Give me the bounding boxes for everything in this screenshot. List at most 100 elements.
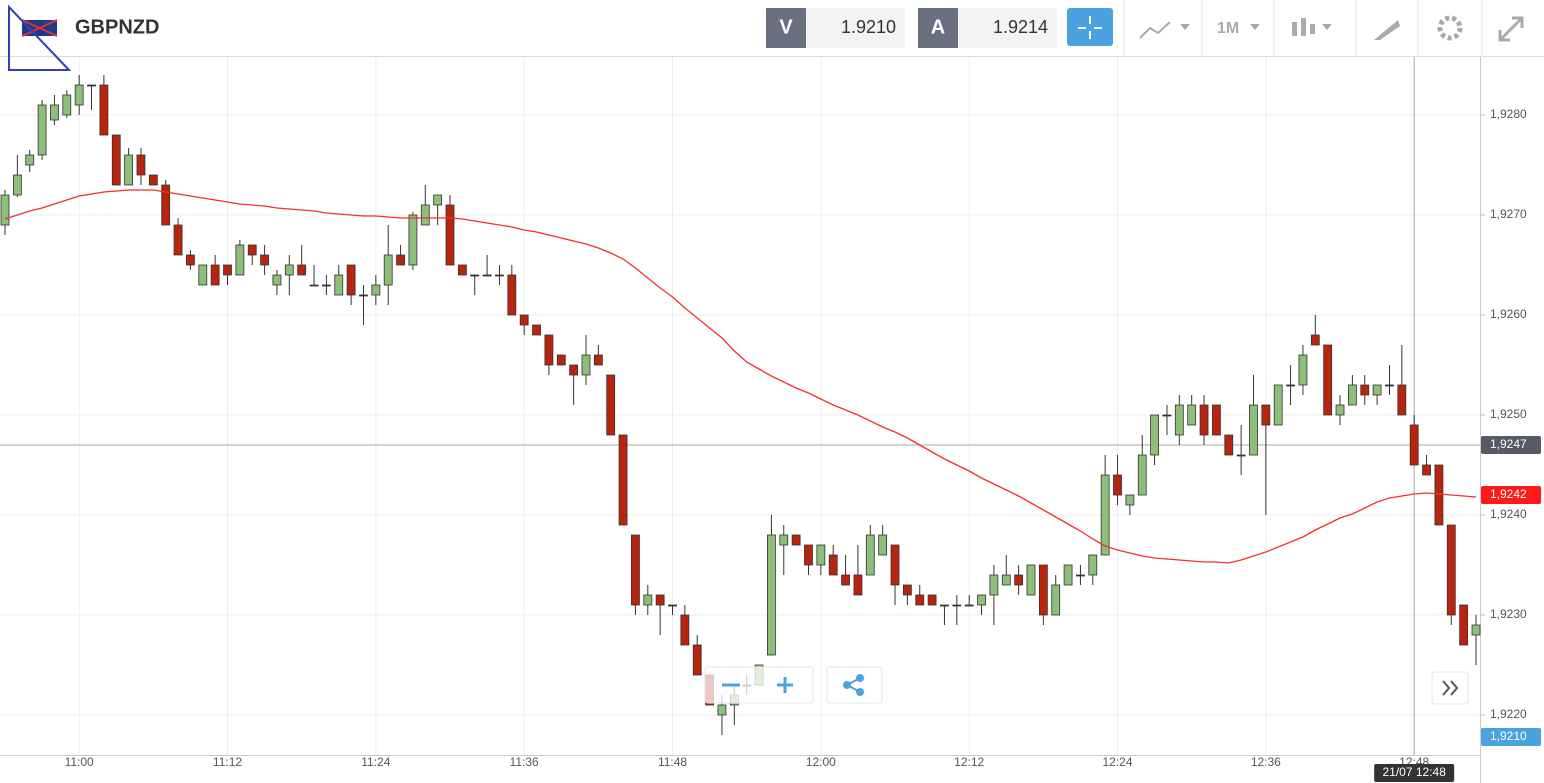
candle-body [12,174,22,196]
timeframe[interactable]: 1M [1217,20,1239,37]
candle-body [865,534,875,576]
candle-body [791,534,801,546]
share-box [826,666,883,704]
candle-body [989,574,999,596]
candle-body [1347,384,1357,406]
crosshair-button[interactable] [1067,8,1113,46]
share-icon[interactable] [843,674,864,696]
candle-body [779,534,789,546]
x-tick-label: 11:00 [65,755,94,769]
y-tick-label: 1,9230 [1490,607,1527,621]
candle-body [1174,404,1184,436]
y-tick-label: 1,9220 [1490,707,1527,721]
candle-body [556,354,566,366]
candle-body [1286,384,1295,387]
x-tick-label: 12:00 [806,755,836,769]
candle-body [668,604,677,607]
candle-body [655,594,665,606]
dropdown [1250,24,1260,30]
x-tick-label: 12:24 [1103,755,1133,769]
candle-body [0,194,10,226]
candle-body [223,264,232,276]
candle-icon[interactable] [1292,18,1315,36]
settings-icon[interactable] [1437,15,1463,41]
candle-body [1360,384,1370,396]
candle-body [1038,564,1048,616]
candle-body [1212,404,1221,436]
candle-body [1397,384,1407,416]
candle-body [1224,434,1234,456]
candle-body [902,584,912,596]
candle-body [1372,384,1382,396]
candle-body [1385,384,1394,387]
candle-body [371,284,381,296]
candle-body [1471,624,1481,636]
candle-body [495,274,504,277]
crosshair-price: 1,9247 [1490,437,1527,451]
candle-body [1323,344,1333,416]
chart-type-icon[interactable] [1139,21,1171,39]
scroll-icon [1442,680,1459,696]
bid-price: 1,9210 [1490,729,1527,743]
draw-icon[interactable] [1374,20,1400,40]
candle-body [1137,454,1147,496]
candle-body [136,154,146,176]
candle-body [593,354,603,366]
candle-body [1150,414,1160,456]
candle-body [841,574,850,586]
candle-body [186,254,195,266]
candle-body [1335,404,1345,416]
candle-body [544,334,554,366]
candle-body [383,254,393,286]
candle-body [408,214,418,266]
candle-body [433,194,443,206]
candle-body [74,84,84,106]
candle-body [62,94,72,116]
candle-body [952,604,962,607]
marker [8,4,72,71]
candle-body [1100,474,1110,556]
candle-body [581,354,591,376]
candle-body [692,644,702,676]
x-tick-label: 11:24 [361,755,390,769]
candle-body [284,264,294,276]
candle-body [1298,354,1308,386]
candle-body [853,574,863,596]
moving-average [4,189,1477,564]
ma-price-bg [1481,486,1541,504]
candle-body [618,434,628,526]
buy-button[interactable] [918,8,958,48]
candle-body [1125,494,1135,506]
zoom-controls [704,666,1469,705]
candle-body [519,314,529,326]
x-tick-label: 12:12 [954,755,984,769]
buy-box [958,8,1057,48]
x-tick-label: 11:36 [510,755,539,769]
crosshair-price-bg [1481,436,1541,454]
candle-body [631,534,640,606]
candle-body [643,594,653,606]
candle-body [1310,334,1320,346]
candle-body [680,614,690,646]
candle-body [1051,584,1061,616]
sell-button[interactable] [766,8,806,48]
candle-body [767,534,776,656]
candle-body [1273,384,1283,426]
candle-body [87,84,96,87]
candle-body [532,324,541,336]
zoom-in[interactable] [777,677,793,693]
candle-body [1076,574,1085,577]
candle-body [470,274,480,277]
candle-body [927,594,937,606]
candle-body [1162,414,1172,417]
fullscreen-icon[interactable] [1498,16,1524,42]
x-tick-label: 11:12 [213,755,242,769]
candle-body [247,244,257,256]
candle-body [198,264,208,286]
candle-body [890,544,900,586]
separators [1123,0,1483,56]
header: GBPNZD V 1.9210 A 1.9214 1M [0,0,1544,71]
candle-body [1249,404,1258,456]
candle-body [321,284,331,287]
